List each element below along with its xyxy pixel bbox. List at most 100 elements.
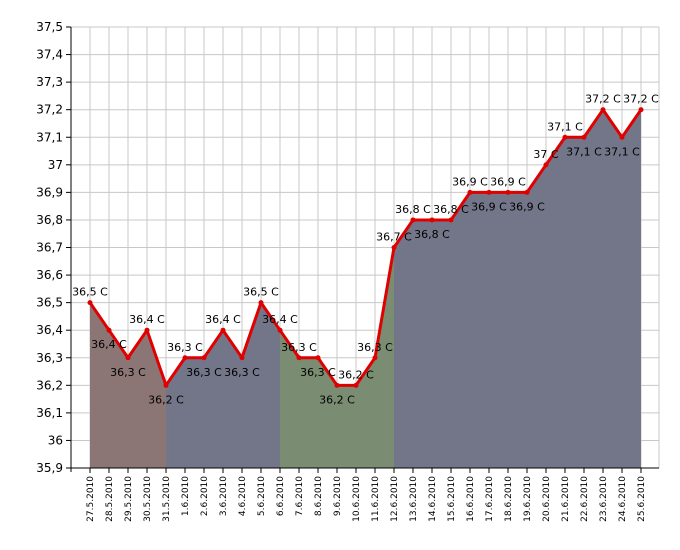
y-tick-label: 37,4 xyxy=(36,48,63,62)
y-tick-label: 37,3 xyxy=(36,75,63,89)
data-point xyxy=(258,300,264,306)
y-tick-label: 36,7 xyxy=(36,241,63,255)
x-tick-label: 12.6.2010 xyxy=(390,476,400,522)
data-point xyxy=(106,327,112,333)
y-tick-label: 37,5 xyxy=(36,20,63,34)
data-label: 37,1 C xyxy=(566,145,602,158)
x-tick-label: 30.5.2010 xyxy=(143,476,153,522)
x-tick-label: 31.5.2010 xyxy=(162,476,172,522)
x-tick-label: 19.6.2010 xyxy=(523,476,533,522)
data-label: 36,3 C xyxy=(224,366,260,379)
data-point xyxy=(334,382,340,388)
x-tick-label: 29.5.2010 xyxy=(124,476,134,522)
data-label: 36,2 C xyxy=(148,393,184,406)
x-tick-label: 13.6.2010 xyxy=(409,476,419,522)
data-labels: 36,5 C36,4 C36,3 C36,4 C36,2 C36,3 C36,3… xyxy=(72,93,659,407)
y-tick-label: 37,1 xyxy=(36,130,63,144)
x-tick-label: 23.6.2010 xyxy=(599,476,609,522)
data-label: 36,3 C xyxy=(110,366,146,379)
y-tick-label: 37 xyxy=(48,158,63,172)
x-tick-label: 9.6.2010 xyxy=(333,476,343,516)
data-point xyxy=(220,327,226,333)
y-tick-label: 36,1 xyxy=(36,406,63,420)
data-point xyxy=(239,355,245,361)
data-label: 37,1 C xyxy=(604,145,640,158)
y-tick-label: 36,9 xyxy=(36,185,63,199)
data-point xyxy=(619,134,625,140)
area-segment xyxy=(280,247,394,468)
data-label: 36,5 C xyxy=(72,286,108,299)
y-tick-label: 36,2 xyxy=(36,378,63,392)
data-point xyxy=(201,355,207,361)
data-point xyxy=(163,382,169,388)
y-tick-label: 36,6 xyxy=(36,268,63,282)
data-label: 36,8 C xyxy=(433,203,469,216)
data-label: 37,1 C xyxy=(547,120,583,133)
data-point xyxy=(486,189,492,195)
x-tick-label: 10.6.2010 xyxy=(352,476,362,522)
data-label: 36,3 C xyxy=(186,366,222,379)
data-point xyxy=(638,107,644,113)
x-tick-label: 27.5.2010 xyxy=(86,476,96,522)
data-label: 36,4 C xyxy=(91,338,127,351)
x-tick-label: 5.6.2010 xyxy=(257,476,267,516)
x-tick-label: 8.6.2010 xyxy=(314,476,324,516)
y-tick-label: 36,5 xyxy=(36,296,63,310)
data-label: 36,9 C xyxy=(490,175,526,188)
data-label: 36,8 C xyxy=(395,203,431,216)
x-tick-label: 25.6.2010 xyxy=(637,476,647,522)
y-tick-label: 37,2 xyxy=(36,103,63,117)
data-label: 36,5 C xyxy=(243,286,279,299)
x-tick-label: 16.6.2010 xyxy=(466,476,476,522)
x-tick-label: 24.6.2010 xyxy=(618,476,628,522)
data-label: 36,9 C xyxy=(452,175,488,188)
temperature-series xyxy=(87,107,644,388)
x-tick-label: 14.6.2010 xyxy=(428,476,438,522)
x-tick-label: 28.5.2010 xyxy=(105,476,115,522)
data-label: 37 C xyxy=(533,148,558,161)
data-point xyxy=(315,355,321,361)
data-point xyxy=(296,355,302,361)
y-tick-label: 36,8 xyxy=(36,213,63,227)
data-label: 36,3 C xyxy=(300,366,336,379)
x-tick-label: 3.6.2010 xyxy=(219,476,229,516)
area-segment xyxy=(166,302,280,468)
data-label: 36,8 C xyxy=(414,228,450,241)
data-point xyxy=(277,327,283,333)
area-fills xyxy=(90,109,641,468)
data-label: 36,3 C xyxy=(281,341,317,354)
x-tick-label: 20.6.2010 xyxy=(542,476,552,522)
y-axis-ticks: 35,9 36 36,1 36,2 36,3 36,4 36,5 36,6 36,7 36,8 36… xyxy=(36,20,71,475)
data-point xyxy=(524,189,530,195)
data-label: 36,7 C xyxy=(376,231,412,244)
data-label: 36,4 C xyxy=(205,313,241,326)
data-label: 37,2 C xyxy=(623,93,659,106)
area-segment xyxy=(394,109,641,468)
data-label: 37,2 C xyxy=(585,93,621,106)
y-tick-label: 36,4 xyxy=(36,323,63,337)
data-point xyxy=(429,217,435,223)
data-point xyxy=(562,134,568,140)
x-tick-label: 15.6.2010 xyxy=(447,476,457,522)
data-label: 36,3 C xyxy=(357,341,393,354)
x-tick-label: 2.6.2010 xyxy=(200,476,210,516)
data-point xyxy=(353,382,359,388)
x-tick-label: 22.6.2010 xyxy=(580,476,590,522)
data-label: 36,4 C xyxy=(262,313,298,326)
data-label: 36,2 C xyxy=(319,393,355,406)
data-point xyxy=(600,107,606,113)
x-axis-ticks: 27.5.2010 28.5.2010 29.5.2010 30.5.2010 31.5… xyxy=(86,468,647,522)
x-tick-label: 18.6.2010 xyxy=(504,476,514,522)
x-tick-label: 7.6.2010 xyxy=(295,476,305,516)
data-point xyxy=(448,217,454,223)
data-point xyxy=(467,189,473,195)
x-tick-label: 17.6.2010 xyxy=(485,476,495,522)
series-line xyxy=(88,108,643,387)
data-point xyxy=(372,355,378,361)
x-tick-label: 4.6.2010 xyxy=(238,476,248,516)
data-label: 36,3 C xyxy=(167,341,203,354)
data-label: 36,9 C xyxy=(509,200,545,213)
x-tick-label: 1.6.2010 xyxy=(181,476,191,516)
data-point xyxy=(505,189,511,195)
